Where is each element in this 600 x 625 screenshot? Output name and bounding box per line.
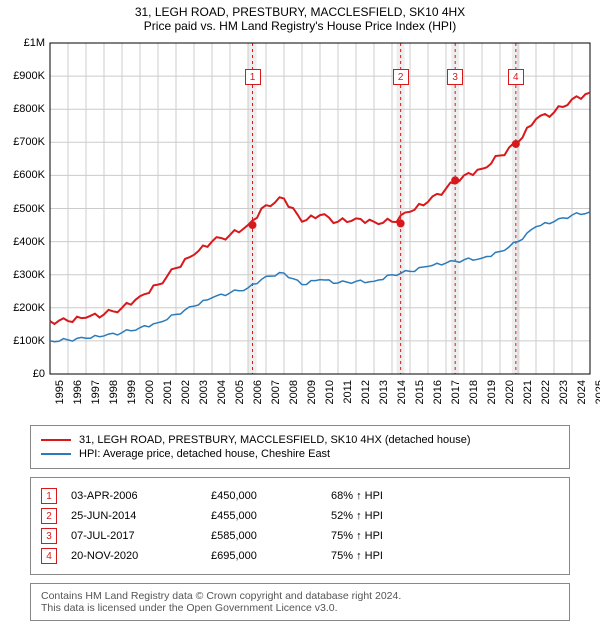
x-tick-label: 2001 [162,380,174,404]
chart-container: 31, LEGH ROAD, PRESTBURY, MACCLESFIELD, … [0,5,600,621]
x-tick-label: 2011 [342,380,354,404]
y-tick-label: £800K [13,103,45,115]
y-tick-label: £0 [33,368,45,380]
legend-label: HPI: Average price, detached house, Ches… [79,448,330,460]
transaction-pct: 75% ↑ HPI [331,530,441,542]
transaction-price: £695,000 [211,550,331,562]
transaction-pct: 75% ↑ HPI [331,550,441,562]
x-tick-label: 2017 [450,380,462,404]
chart-svg [0,39,600,419]
y-tick-label: £200K [13,302,45,314]
x-tick-label: 2002 [180,380,192,404]
legend-item: HPI: Average price, detached house, Ches… [41,448,559,460]
transaction-row: 4 20-NOV-2020£695,00075% ↑ HPI [41,548,559,564]
footer-attribution: Contains HM Land Registry data © Crown c… [30,583,570,621]
event-marker: 2 [393,69,409,85]
y-tick-label: £600K [13,169,45,181]
x-tick-label: 2021 [522,380,534,404]
transactions-table: 1 03-APR-2006£450,00068% ↑ HPI 2 25-JUN-201… [30,477,570,575]
x-tick-label: 1998 [108,380,120,404]
transaction-marker: 2 [41,508,57,524]
transaction-marker: 4 [41,548,57,564]
x-tick-label: 1997 [90,380,102,404]
chart-plot-area: £0 £100K £200K £300K £400K £500K £600K £700K £80… [0,39,600,419]
x-tick-label: 2012 [360,380,372,404]
legend-item: 31, LEGH ROAD, PRESTBURY, MACCLESFIELD, … [41,434,559,446]
chart-subtitle: Price paid vs. HM Land Registry's House … [0,19,600,33]
event-marker: 4 [508,69,524,85]
transaction-row: 1 03-APR-2006£450,00068% ↑ HPI [41,488,559,504]
x-tick-label: 2019 [486,380,498,404]
y-tick-label: £900K [13,70,45,82]
y-tick-label: £400K [13,236,45,248]
y-tick-label: £300K [13,269,45,281]
legend-swatch [41,439,71,441]
x-tick-label: 2008 [288,380,300,404]
transaction-price: £455,000 [211,510,331,522]
x-tick-label: 2014 [396,380,408,404]
x-tick-label: 1999 [126,380,138,404]
x-tick-label: 2009 [306,380,318,404]
x-tick-label: 2015 [414,380,426,404]
x-tick-label: 2013 [378,380,390,404]
legend: 31, LEGH ROAD, PRESTBURY, MACCLESFIELD, … [30,425,570,469]
transaction-date: 25-JUN-2014 [71,510,211,522]
transaction-date: 03-APR-2006 [71,490,211,502]
x-tick-label: 2020 [504,380,516,404]
event-marker: 3 [447,69,463,85]
x-tick-label: 1995 [54,380,66,404]
y-tick-label: £1M [24,37,45,49]
x-tick-label: 2018 [468,380,480,404]
transaction-pct: 52% ↑ HPI [331,510,441,522]
legend-swatch [41,453,71,455]
transaction-date: 07-JUL-2017 [71,530,211,542]
chart-title: 31, LEGH ROAD, PRESTBURY, MACCLESFIELD, … [0,5,600,19]
x-tick-label: 2025 [594,380,600,404]
y-tick-label: £100K [13,335,45,347]
x-tick-label: 2022 [540,380,552,404]
x-tick-label: 2010 [324,380,336,404]
transaction-marker: 3 [41,528,57,544]
transaction-marker: 1 [41,488,57,504]
footer-line-2: This data is licensed under the Open Gov… [41,602,559,614]
x-tick-label: 2023 [558,380,570,404]
x-tick-label: 2000 [144,380,156,404]
transaction-row: 2 25-JUN-2014£455,00052% ↑ HPI [41,508,559,524]
y-tick-label: £700K [13,136,45,148]
x-tick-label: 2003 [198,380,210,404]
x-tick-label: 2004 [216,380,228,404]
transaction-price: £585,000 [211,530,331,542]
x-tick-label: 2005 [234,380,246,404]
x-tick-label: 2024 [576,380,588,404]
event-marker: 1 [245,69,261,85]
transaction-date: 20-NOV-2020 [71,550,211,562]
transaction-row: 3 07-JUL-2017£585,00075% ↑ HPI [41,528,559,544]
x-tick-label: 2006 [252,380,264,404]
transaction-pct: 68% ↑ HPI [331,490,441,502]
x-tick-label: 1996 [72,380,84,404]
y-tick-label: £500K [13,203,45,215]
transaction-price: £450,000 [211,490,331,502]
legend-label: 31, LEGH ROAD, PRESTBURY, MACCLESFIELD, … [79,434,470,446]
footer-line-1: Contains HM Land Registry data © Crown c… [41,590,559,602]
x-tick-label: 2016 [432,380,444,404]
x-tick-label: 2007 [270,380,282,404]
